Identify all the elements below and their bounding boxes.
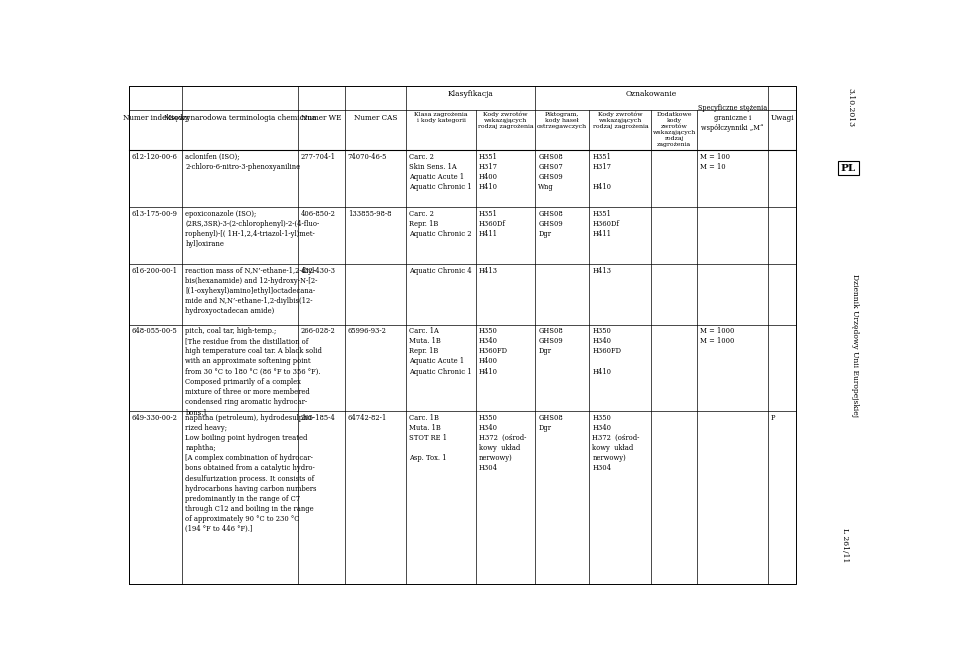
Text: H413: H413 [592,267,612,275]
Text: Kody zwrotów
wskaząjących
rodzaj zagrożenia: Kody zwrotów wskaząjących rodzaj zagroże… [592,112,648,129]
Text: naphtha (petroleum), hydrodesulphu-
rized heavy;
Low boiling point hydrogen trea: naphtha (petroleum), hydrodesulphu- rize… [185,414,317,533]
Text: H351
H360Df
H411: H351 H360Df H411 [479,210,506,238]
Text: 612-120-00-6: 612-120-00-6 [132,152,178,160]
Text: 133855-98-8: 133855-98-8 [348,210,391,217]
Text: H350
H340
H360FD
H400
H410: H350 H340 H360FD H400 H410 [479,327,508,375]
Text: Carc. 1B
Muta. 1B
STOT RE 1

Asp. Tox. 1: Carc. 1B Muta. 1B STOT RE 1 Asp. Tox. 1 [409,414,447,462]
Text: Carc. 2
Skin Sens. 1A
Aquatic Acute 1
Aquatic Chronic 1: Carc. 2 Skin Sens. 1A Aquatic Acute 1 Aq… [409,152,472,191]
Text: Numer WE: Numer WE [301,114,342,122]
Text: 64742-82-1: 64742-82-1 [348,414,387,422]
Text: GHS08
GHS09
Dgr: GHS08 GHS09 Dgr [539,210,563,238]
Text: 3.10.2013: 3.10.2013 [847,88,854,127]
Text: 266-028-2: 266-028-2 [300,327,336,335]
Text: GHS08
GHS09
Dgr: GHS08 GHS09 Dgr [539,327,563,355]
Text: Carc. 1A
Muta. 1B
Repr. 1B
Aquatic Acute 1
Aquatic Chronic 1: Carc. 1A Muta. 1B Repr. 1B Aquatic Acute… [409,327,472,375]
Text: GHS08
GHS07
GHS09
Wng: GHS08 GHS07 GHS09 Wng [539,152,563,191]
Text: 265-185-4: 265-185-4 [300,414,336,422]
Text: Dziennik Urzędowy Unii Europejskiej: Dziennik Urzędowy Unii Europejskiej [852,274,859,416]
Text: P: P [771,414,776,422]
Text: H413: H413 [479,267,497,275]
Text: Klasa zagrożenia
i kody kategorii: Klasa zagrożenia i kody kategorii [415,112,468,123]
Text: L 261/11: L 261/11 [841,528,849,562]
Text: H351
H360Df
H411: H351 H360Df H411 [592,210,619,238]
Text: Oznakowanie: Oznakowanie [626,90,677,97]
Text: 65996-93-2: 65996-93-2 [348,327,387,335]
Text: H350
H340
H372  (ośrod-
kowy  układ
nerwowy)
H304: H350 H340 H372 (ośrod- kowy układ nerwow… [592,414,639,473]
Text: pitch, coal tar, high-temp.;
[The residue from the distillation of
high temperat: pitch, coal tar, high-temp.; [The residu… [185,327,323,416]
Text: 613-175-00-9: 613-175-00-9 [132,210,178,217]
Text: H351
H317
H400
H410: H351 H317 H400 H410 [479,152,497,191]
Text: Międzynarodowa terminologia chemiczna: Międzynarodowa terminologia chemiczna [164,114,316,122]
Text: H351
H317

H410: H351 H317 H410 [592,152,612,191]
Text: Klasyfikacja: Klasyfikacja [448,90,493,97]
Text: Numer CAS: Numer CAS [354,114,397,122]
Text: Uwagi: Uwagi [771,114,794,122]
Text: 406-850-2: 406-850-2 [300,210,336,217]
Text: GHS08
Dgr: GHS08 Dgr [539,414,563,432]
Text: 277-704-1: 277-704-1 [300,152,336,160]
Text: 432-430-3: 432-430-3 [300,267,336,275]
Text: M = 100
M = 10: M = 100 M = 10 [700,152,731,170]
Text: PL: PL [841,164,856,173]
Text: H350
H340
H372  (ośrod-
kowy  układ
nerwowy)
H304: H350 H340 H372 (ośrod- kowy układ nerwow… [479,414,526,473]
Text: reaction mass of N,N’-ethane-1,2-diyl-
bis(hexanamide) and 12-hydroxy-N-[2-
[(1-: reaction mass of N,N’-ethane-1,2-diyl- b… [185,267,318,316]
Text: Carc. 2
Repr. 1B
Aquatic Chronic 2: Carc. 2 Repr. 1B Aquatic Chronic 2 [409,210,472,238]
Text: 616-200-00-1: 616-200-00-1 [132,267,178,275]
Text: 649-330-00-2: 649-330-00-2 [132,414,178,422]
Text: Numer indeksowy: Numer indeksowy [123,114,189,122]
Text: Dodatkowe
kody
zwrotów
wskaząjących
rodzaj
zagrożenia: Dodatkowe kody zwrotów wskaząjących rodz… [653,112,696,147]
Text: aclonifen (ISO);
2-chloro-6-nitro-3-phenoxyaniline: aclonifen (ISO); 2-chloro-6-nitro-3-phen… [185,152,300,170]
Text: 648-055-00-5: 648-055-00-5 [132,327,178,335]
Text: H350
H340
H360FD

H410: H350 H340 H360FD H410 [592,327,621,375]
Text: Piktogram,
kody haseł
ostrzegawczych: Piktogram, kody haseł ostrzegawczych [538,112,588,129]
Text: epoxiconazole (ISO);
(2RS,3SR)-3-(2-chlorophenyl)-2-(4-fluo-
rophenyl)-[( 1H-1,2: epoxiconazole (ISO); (2RS,3SR)-3-(2-chlo… [185,210,320,248]
Text: Specyficzne stężenia
graniczne i
współczynniki „M“: Specyficzne stężenia graniczne i współcz… [698,104,767,132]
Text: Aquatic Chronic 4: Aquatic Chronic 4 [409,267,472,275]
Text: M = 1000
M = 1000: M = 1000 M = 1000 [700,327,734,345]
Text: 74070-46-5: 74070-46-5 [348,152,387,160]
Text: Kody zwrotów
wskaząjących
rodzaj zagrożenia: Kody zwrotów wskaząjących rodzaj zagroże… [477,112,533,129]
